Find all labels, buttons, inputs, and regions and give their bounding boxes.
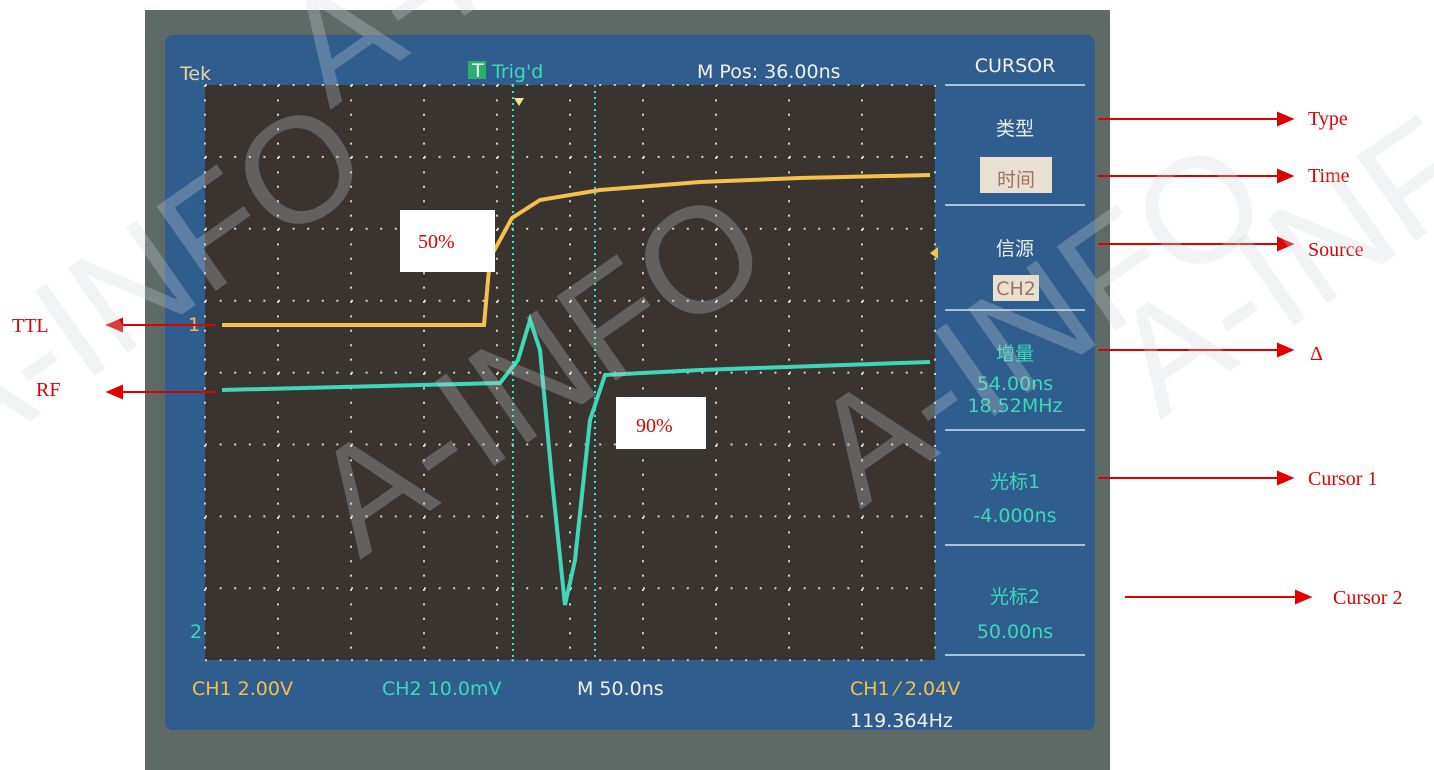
menu-value: 50.00ns — [977, 621, 1053, 643]
menu-title: CURSOR — [975, 55, 1056, 77]
annotation: 90% — [636, 415, 673, 437]
menu-value-box — [980, 157, 1052, 193]
menu-label: 信源 — [996, 238, 1034, 260]
annotation: Time — [1308, 165, 1350, 187]
annotation: RF — [36, 379, 60, 401]
menu-value-box — [993, 275, 1039, 301]
menu-value: 54.00ns — [977, 373, 1053, 395]
trig-icon-bg — [468, 61, 486, 79]
annotation: TTL — [12, 315, 49, 337]
label-box — [400, 210, 495, 272]
annotation: Source — [1308, 239, 1364, 261]
label-box — [616, 397, 706, 449]
status-ch1: CH1 2.00V — [192, 678, 293, 700]
status-frequency: 119.364Hz — [850, 710, 953, 732]
trig-icon: T — [471, 60, 484, 82]
menu-label: 光标2 — [990, 586, 1040, 608]
brand: Tek — [179, 63, 211, 85]
annotation: 50% — [418, 231, 455, 253]
annotation: Δ — [1310, 343, 1323, 365]
trigger-level — [930, 247, 938, 259]
trig-state: Trig'd — [491, 61, 543, 83]
menu-dividers — [945, 84, 1085, 656]
status-ch2: CH2 10.0mV — [382, 678, 502, 700]
rf-trace — [221, 313, 931, 606]
menu-label: 光标1 — [990, 471, 1040, 493]
menu-label: 类型 — [996, 118, 1034, 140]
menu-value: 时间 — [997, 169, 1035, 191]
menu-value: CH2 — [996, 278, 1036, 300]
menu-value: 18.52MHz — [967, 395, 1062, 417]
annotation: Cursor 1 — [1308, 468, 1377, 490]
ch2-marker: 2 — [190, 621, 202, 643]
trigger-pos — [514, 98, 524, 106]
status-trigger: CH1 ⁄ 2.04V — [850, 678, 960, 700]
annotation: Type — [1308, 108, 1348, 130]
arrows — [105, 111, 1313, 605]
ttl-trace — [222, 173, 931, 327]
menu-label: 增量 — [996, 343, 1034, 365]
position: M Pos: 36.00ns — [697, 61, 841, 83]
menu-value: -4.000ns — [973, 505, 1056, 527]
status-timebase: M 50.0ns — [577, 678, 664, 700]
annotation: Cursor 2 — [1333, 587, 1402, 609]
